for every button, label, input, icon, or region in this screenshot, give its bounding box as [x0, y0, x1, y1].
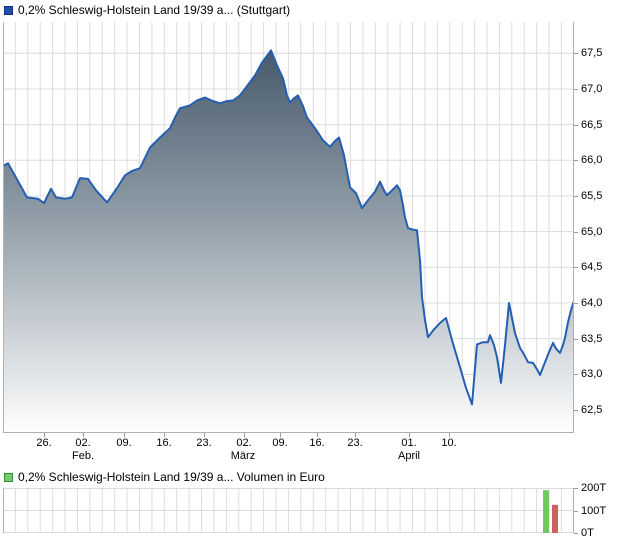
volume-y-axis-label: 100T [581, 504, 607, 517]
price-y-axis-label: 62,5 [581, 404, 603, 416]
x-axis-day-label: 02. [236, 437, 252, 449]
volume-y-axis-tick [574, 510, 578, 512]
price-y-axis-tick [574, 410, 578, 411]
x-axis-tick [44, 433, 45, 437]
x-axis-tick [204, 433, 205, 437]
price-line [2, 49, 575, 406]
price-y-axis-tick [574, 231, 578, 233]
price-y-axis-tick [574, 195, 578, 197]
price-y-axis-label: 63,5 [581, 332, 603, 345]
x-axis-day-label: 01. [401, 437, 417, 449]
x-axis-tick [83, 433, 84, 437]
x-axis-tick [449, 433, 450, 437]
price-y-axis-tick [574, 124, 578, 126]
price-y-axis-label: 67,0 [581, 82, 603, 95]
x-axis-day-label: 16. [156, 437, 172, 449]
x-axis-month-label: Feb. [71, 450, 95, 462]
x-axis-tick [317, 433, 318, 437]
x-axis-tick [355, 433, 356, 437]
x-axis-day-label: 23. [196, 437, 212, 449]
volume-chart-header: 0,2% Schleswig-Holstein Land 19/39 a... … [4, 470, 325, 484]
volume-chart-title: 0,2% Schleswig-Holstein Land 19/39 a... … [18, 470, 325, 484]
x-axis-tick [244, 433, 245, 437]
price-y-axis-label: 63,0 [581, 368, 603, 381]
volume-y-axis-label: 0T [581, 527, 594, 539]
x-axis-day-label: 16. [309, 437, 325, 449]
price-y-axis-label: 67,5 [581, 47, 603, 60]
x-axis-day-label: 23. [347, 437, 363, 449]
x-axis-month-label: März [230, 450, 256, 462]
price-y-axis-label: 64,5 [581, 261, 603, 274]
volume-chart-plot [2, 488, 575, 533]
price-chart-header: 0,2% Schleswig-Holstein Land 19/39 a... … [4, 3, 290, 17]
volume-y-axis-label: 200T [581, 482, 607, 494]
price-y-axis-tick [574, 302, 578, 304]
volume-chart-canvas [2, 488, 575, 533]
price-y-axis-label: 64,0 [581, 296, 603, 309]
price-y-axis-tick [574, 160, 578, 162]
price-y-axis-label: 66,0 [581, 154, 603, 167]
x-axis-day-label: 10. [441, 437, 457, 449]
volume-bar-up [543, 490, 549, 533]
price-y-axis-tick [574, 374, 578, 376]
x-axis-tick [124, 433, 125, 437]
price-chart-canvas [2, 22, 575, 434]
price-y-axis-label: 65,0 [581, 225, 603, 238]
x-axis-day-label: 09. [272, 437, 288, 449]
x-axis-tick [164, 433, 165, 437]
x-axis-tick [280, 433, 281, 437]
x-axis-day-label: 02. [75, 437, 91, 449]
volume-y-axis-tick [574, 533, 578, 534]
price-y-axis-label: 66,5 [581, 118, 603, 131]
x-axis-month-label: April [397, 450, 421, 462]
volume-legend-square-icon [4, 472, 13, 482]
price-y-axis-label: 65,5 [581, 189, 603, 202]
x-axis-tick [409, 433, 410, 437]
price-legend-square-icon [4, 5, 13, 15]
price-chart-plot [2, 22, 575, 434]
price-chart-title: 0,2% Schleswig-Holstein Land 19/39 a... … [18, 3, 291, 17]
price-area-fill [3, 50, 574, 434]
price-y-axis-tick [574, 88, 578, 90]
x-axis-day-label: 26. [36, 437, 52, 449]
price-y-axis-tick [574, 338, 578, 340]
price-y-axis-tick [574, 53, 578, 55]
x-axis-day-label: 09. [116, 437, 132, 449]
volume-bar-down [552, 504, 558, 533]
volume-y-axis-tick [574, 488, 578, 489]
price-y-axis-tick [574, 267, 578, 269]
